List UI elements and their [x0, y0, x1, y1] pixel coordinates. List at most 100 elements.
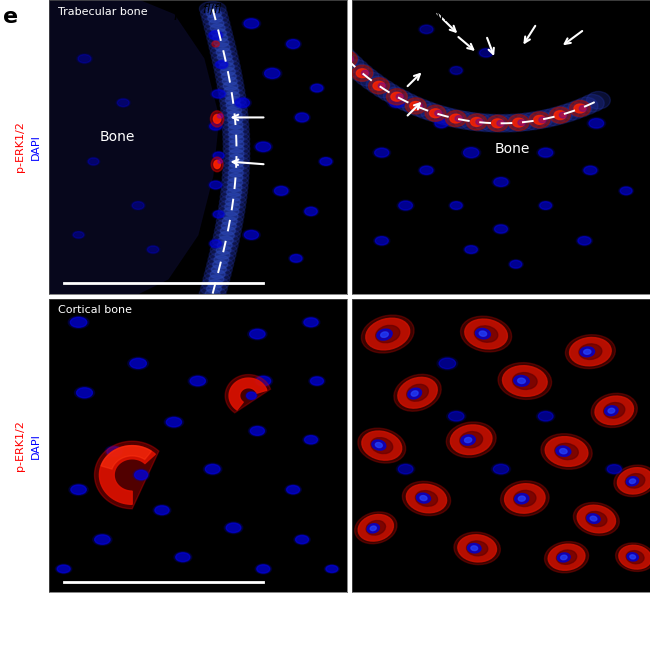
Ellipse shape — [495, 225, 508, 233]
Ellipse shape — [326, 40, 350, 58]
Ellipse shape — [501, 114, 525, 132]
Ellipse shape — [618, 467, 650, 494]
Ellipse shape — [460, 432, 482, 448]
Ellipse shape — [216, 214, 243, 229]
Ellipse shape — [605, 464, 623, 475]
Ellipse shape — [510, 260, 522, 268]
Ellipse shape — [627, 553, 638, 561]
Ellipse shape — [587, 117, 606, 129]
Ellipse shape — [211, 111, 224, 127]
Ellipse shape — [213, 260, 228, 269]
Ellipse shape — [373, 81, 385, 90]
Ellipse shape — [209, 31, 222, 40]
Polygon shape — [94, 441, 159, 508]
Ellipse shape — [458, 535, 497, 562]
Ellipse shape — [589, 118, 604, 128]
Ellipse shape — [502, 366, 547, 396]
Ellipse shape — [213, 233, 239, 248]
Ellipse shape — [574, 104, 586, 113]
Ellipse shape — [391, 92, 403, 101]
Ellipse shape — [555, 443, 578, 460]
Ellipse shape — [419, 24, 435, 35]
Ellipse shape — [591, 393, 637, 428]
Text: $Nf1^{fl/fl}$: $Nf1^{fl/fl}$ — [173, 3, 222, 25]
Ellipse shape — [387, 89, 408, 105]
Ellipse shape — [226, 523, 241, 533]
Ellipse shape — [248, 328, 267, 340]
Ellipse shape — [214, 38, 229, 47]
Ellipse shape — [223, 212, 238, 221]
Ellipse shape — [433, 118, 450, 129]
Ellipse shape — [318, 157, 333, 166]
Ellipse shape — [226, 101, 241, 110]
Ellipse shape — [212, 210, 226, 219]
Ellipse shape — [573, 503, 619, 536]
Ellipse shape — [461, 316, 512, 352]
Ellipse shape — [514, 376, 529, 386]
Ellipse shape — [209, 239, 223, 249]
Ellipse shape — [221, 103, 248, 118]
Ellipse shape — [216, 61, 228, 68]
Ellipse shape — [549, 106, 572, 124]
Ellipse shape — [296, 536, 309, 544]
Ellipse shape — [223, 137, 250, 151]
Ellipse shape — [466, 114, 487, 130]
Ellipse shape — [366, 521, 385, 535]
Ellipse shape — [494, 178, 508, 186]
Ellipse shape — [220, 189, 247, 204]
Ellipse shape — [534, 115, 545, 124]
Ellipse shape — [208, 14, 223, 23]
Ellipse shape — [508, 260, 523, 269]
Ellipse shape — [539, 148, 553, 157]
Ellipse shape — [263, 67, 282, 79]
Ellipse shape — [374, 236, 390, 246]
Ellipse shape — [229, 130, 244, 139]
Ellipse shape — [387, 97, 406, 109]
Ellipse shape — [220, 98, 247, 113]
Ellipse shape — [587, 514, 600, 523]
Ellipse shape — [153, 505, 171, 516]
Ellipse shape — [290, 255, 302, 262]
Ellipse shape — [550, 107, 571, 123]
Polygon shape — [229, 378, 267, 410]
Ellipse shape — [294, 534, 310, 545]
Ellipse shape — [294, 112, 310, 123]
Ellipse shape — [207, 30, 224, 41]
Ellipse shape — [229, 163, 244, 173]
Ellipse shape — [246, 392, 256, 399]
Ellipse shape — [389, 90, 413, 108]
Ellipse shape — [105, 445, 124, 458]
Ellipse shape — [287, 40, 300, 48]
Ellipse shape — [254, 141, 272, 153]
Ellipse shape — [355, 68, 379, 86]
Ellipse shape — [205, 289, 220, 298]
Ellipse shape — [146, 245, 160, 254]
Ellipse shape — [229, 135, 244, 143]
Ellipse shape — [190, 376, 205, 385]
Ellipse shape — [560, 555, 567, 560]
Ellipse shape — [200, 286, 226, 301]
Ellipse shape — [73, 232, 84, 238]
Ellipse shape — [377, 329, 392, 340]
Ellipse shape — [450, 66, 462, 74]
Ellipse shape — [420, 25, 433, 33]
Ellipse shape — [224, 207, 239, 216]
Ellipse shape — [500, 481, 549, 516]
Text: $Nf1^{fl/fl}$;$Dmp1$-$Cre$: $Nf1^{fl/fl}$;$Dmp1$-$Cre$ — [431, 3, 571, 29]
Ellipse shape — [556, 550, 577, 564]
Ellipse shape — [481, 115, 505, 132]
Ellipse shape — [210, 270, 225, 279]
Ellipse shape — [378, 84, 401, 102]
Ellipse shape — [542, 108, 566, 126]
Ellipse shape — [582, 165, 599, 175]
Ellipse shape — [350, 64, 374, 81]
Ellipse shape — [467, 541, 488, 556]
Ellipse shape — [337, 51, 358, 67]
Ellipse shape — [557, 553, 570, 562]
Ellipse shape — [107, 447, 122, 456]
Ellipse shape — [471, 118, 482, 126]
Ellipse shape — [475, 329, 490, 339]
Ellipse shape — [204, 267, 231, 282]
Ellipse shape — [410, 102, 422, 110]
Ellipse shape — [86, 157, 100, 166]
